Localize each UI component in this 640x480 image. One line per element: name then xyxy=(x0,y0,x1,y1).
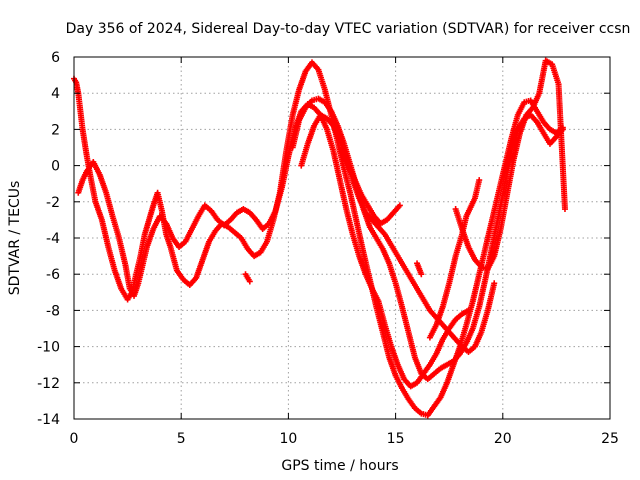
y-tick-label: -8 xyxy=(46,303,60,319)
series-track-h xyxy=(414,260,425,278)
x-tick-label: 0 xyxy=(70,431,79,447)
series-track-g xyxy=(426,177,483,341)
x-tick-label: 10 xyxy=(279,431,297,447)
series-track-e xyxy=(339,148,403,227)
x-tick-label: 15 xyxy=(387,431,405,447)
x-tick-label: 25 xyxy=(601,431,619,447)
data-point xyxy=(246,278,253,285)
y-tick-label: -14 xyxy=(37,412,60,428)
y-tick-label: -4 xyxy=(46,231,60,247)
y-tick-label: 6 xyxy=(51,50,60,66)
y-tick-label: -12 xyxy=(37,376,60,392)
data-point xyxy=(465,307,472,314)
y-tick-label: 0 xyxy=(51,159,60,175)
data-point xyxy=(491,280,498,287)
data-point xyxy=(561,206,568,213)
y-tick-label: 4 xyxy=(51,86,60,102)
data-point xyxy=(396,202,403,209)
series-track-d xyxy=(298,111,498,356)
y-tick-label: -6 xyxy=(46,267,60,283)
plot-frame xyxy=(73,56,611,420)
y-tick-label: 2 xyxy=(51,122,60,138)
y-axis-label: SDTVAR / TECUs xyxy=(7,181,23,296)
series-track-i xyxy=(242,271,253,285)
series-track-f xyxy=(452,57,568,272)
y-tick-label: -10 xyxy=(37,340,60,356)
y-tick-label: -2 xyxy=(46,195,60,211)
data-point xyxy=(418,271,425,278)
x-axis-label: GPS time / hours xyxy=(281,458,398,474)
series-layer xyxy=(71,57,568,419)
chart-title: Day 356 of 2024, Sidereal Day-to-day VTE… xyxy=(66,21,631,37)
x-tick-label: 20 xyxy=(494,431,512,447)
data-point xyxy=(476,177,483,184)
x-tick-label: 5 xyxy=(177,431,186,447)
axis-layer: 0 5 10 15 20 25 -14 -12 -10 -8 -6 -4 -2 0 2 4 6 xyxy=(37,50,619,447)
